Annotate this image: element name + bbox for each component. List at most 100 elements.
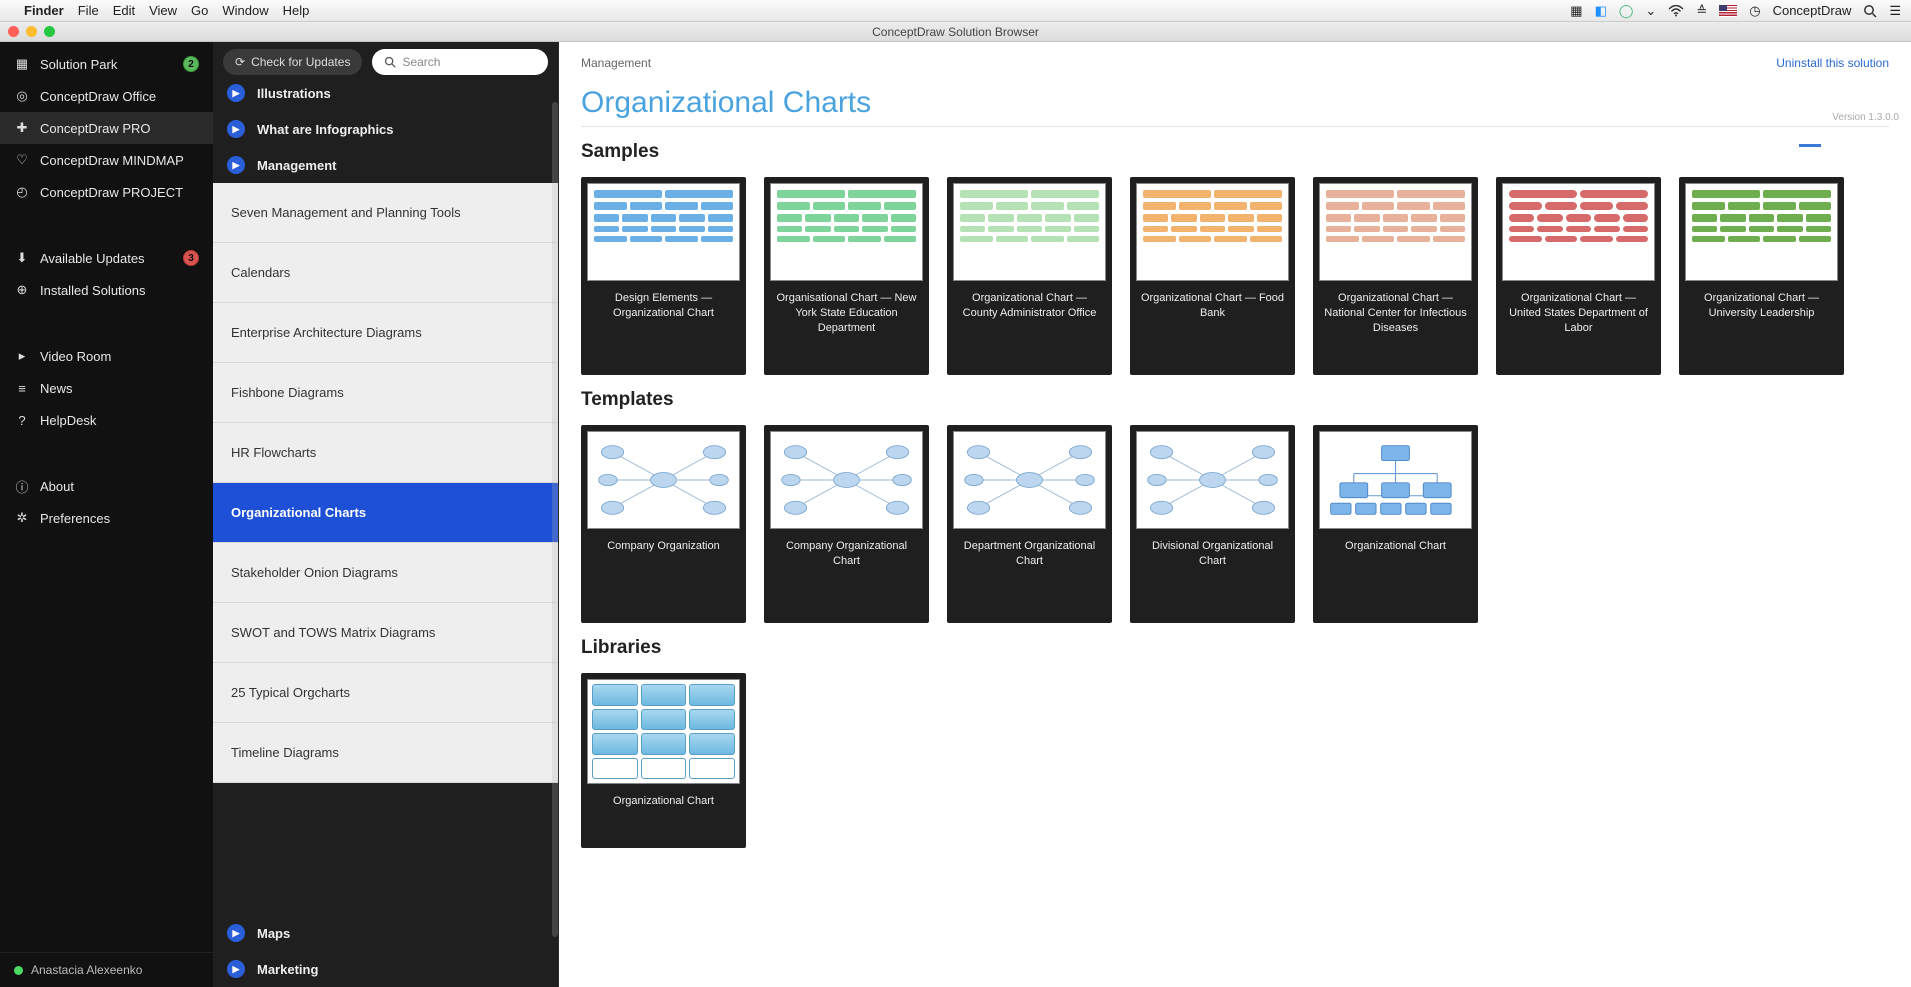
play-icon: ▶: [227, 120, 245, 138]
sample-card[interactable]: Organizational Chart — United States Dep…: [1496, 177, 1661, 375]
thumbnail: [1502, 183, 1655, 281]
category-item[interactable]: ▶Management: [213, 147, 558, 183]
category-item[interactable]: ▶Maps: [213, 915, 558, 951]
subnav-item[interactable]: Enterprise Architecture Diagrams: [213, 303, 558, 363]
play-icon: ▶: [227, 84, 245, 102]
sidebar-item[interactable]: ♡ConceptDraw MINDMAP: [0, 144, 213, 176]
sidebar-item[interactable]: ✚ConceptDraw PRO: [0, 112, 213, 144]
template-card[interactable]: Divisional Organizational Chart: [1130, 425, 1295, 623]
zoom-button[interactable]: [44, 26, 55, 37]
menubar-right-app[interactable]: ConceptDraw: [1773, 3, 1852, 18]
subnav-item[interactable]: 25 Typical Orgcharts: [213, 663, 558, 723]
play-icon: ▶: [227, 960, 245, 978]
card-label: Company Organization: [604, 539, 723, 583]
sidebar-item-label: ConceptDraw PROJECT: [40, 185, 183, 200]
thumbnail: [953, 431, 1106, 529]
menubar-item[interactable]: Edit: [113, 3, 135, 18]
sidebar-item[interactable]: ▦Solution Park2: [0, 48, 213, 80]
sample-card[interactable]: Organisational Chart — New York State Ed…: [764, 177, 929, 375]
sidebar-item-label: Video Room: [40, 349, 111, 364]
menu-extra-icon[interactable]: ≙: [1696, 3, 1707, 19]
play-icon: ▶: [227, 156, 245, 174]
menu-extra-icon[interactable]: ◯: [1619, 3, 1634, 19]
sidebar-item[interactable]: ⬇Available Updates3: [0, 242, 213, 274]
sidebar-item-label: ConceptDraw MINDMAP: [40, 153, 184, 168]
menubar-item[interactable]: Help: [283, 3, 310, 18]
close-button[interactable]: [8, 26, 19, 37]
category-item[interactable]: ▶ Illustrations: [213, 81, 558, 111]
sidebar-item[interactable]: ✲Preferences: [0, 502, 213, 534]
template-card[interactable]: Department Organizational Chart: [947, 425, 1112, 623]
clock-icon[interactable]: ◷: [1749, 3, 1760, 19]
uninstall-link[interactable]: Uninstall this solution: [1776, 56, 1889, 70]
sidebar-item[interactable]: ≡News: [0, 372, 213, 404]
sample-card[interactable]: Organizational Chart — National Center f…: [1313, 177, 1478, 375]
lines-icon: ≡: [14, 380, 30, 396]
card-label: Design Elements — Organizational Chart: [587, 291, 740, 335]
sidebar-item-label: Installed Solutions: [40, 283, 146, 298]
badge: 2: [183, 56, 199, 72]
sample-card[interactable]: Design Elements — Organizational Chart: [581, 177, 746, 375]
check-updates-button[interactable]: ⟳ Check for Updates: [223, 49, 362, 75]
subnav-item[interactable]: HR Flowcharts: [213, 423, 558, 483]
category-item[interactable]: ▶ Marketing: [213, 951, 558, 987]
menubar-item[interactable]: View: [149, 3, 177, 18]
section-heading-libraries: Libraries: [581, 637, 1889, 659]
menubar-item[interactable]: Window: [222, 3, 268, 18]
thumbnail: [587, 679, 740, 784]
question-icon: ?: [14, 412, 30, 428]
user-name: Anastacia Alexeenko: [31, 963, 142, 977]
search-input[interactable]: Search: [372, 49, 548, 75]
sidebar-item[interactable]: ⓘAbout: [0, 470, 213, 502]
subnav-item[interactable]: Stakeholder Onion Diagrams: [213, 543, 558, 603]
sidebar-item-label: ConceptDraw Office: [40, 89, 156, 104]
template-card[interactable]: Company Organizational Chart: [764, 425, 929, 623]
sample-card[interactable]: Organizational Chart — County Administra…: [947, 177, 1112, 375]
menu-extra-icon[interactable]: ⌄: [1645, 3, 1656, 19]
sidebar-item[interactable]: ◎ConceptDraw Office: [0, 80, 213, 112]
user-status[interactable]: Anastacia Alexeenko: [0, 952, 213, 987]
menubar-app[interactable]: Finder: [24, 3, 64, 18]
card-label: Organizational Chart: [1342, 539, 1449, 583]
section-heading-samples: Samples: [581, 141, 1889, 163]
menubar-item[interactable]: Go: [191, 3, 208, 18]
flag-icon[interactable]: [1719, 5, 1737, 17]
check-updates-label: Check for Updates: [251, 55, 350, 69]
thumbnail: [770, 183, 923, 281]
thumbnail: [1136, 183, 1289, 281]
sidebar-item[interactable]: ⊕Installed Solutions: [0, 274, 213, 306]
template-card[interactable]: Company Organization: [581, 425, 746, 623]
thumbnail: [1319, 431, 1472, 529]
card-label: Organizational Chart: [610, 794, 717, 814]
thumbnail: [1136, 431, 1289, 529]
library-card[interactable]: Organizational Chart: [581, 673, 746, 848]
wifi-icon[interactable]: [1668, 5, 1684, 17]
subnav-item[interactable]: Organizational Charts: [213, 483, 558, 543]
menu-extra-icon[interactable]: ◧: [1595, 3, 1607, 19]
menubar-item[interactable]: File: [78, 3, 99, 18]
plus-square-icon: ✚: [14, 120, 30, 136]
menu-extra-icon[interactable]: ▦: [1570, 3, 1582, 19]
card-label: Organizational Chart — United States Dep…: [1502, 291, 1655, 336]
minimize-button[interactable]: [26, 26, 37, 37]
category-label: Marketing: [257, 962, 318, 977]
menu-extra-icon[interactable]: ☰: [1889, 3, 1901, 19]
template-card[interactable]: Organizational Chart: [1313, 425, 1478, 623]
subnav-item[interactable]: SWOT and TOWS Matrix Diagrams: [213, 603, 558, 663]
grid-icon: ▦: [14, 56, 30, 72]
sidebar-item[interactable]: ◴ConceptDraw PROJECT: [0, 176, 213, 208]
sidebar-item[interactable]: ▸Video Room: [0, 340, 213, 372]
sample-card[interactable]: Organizational Chart — Food Bank: [1130, 177, 1295, 375]
subnav-item[interactable]: Seven Management and Planning Tools: [213, 183, 558, 243]
sample-card[interactable]: Organizational Chart — University Leader…: [1679, 177, 1844, 375]
sidebar-item[interactable]: ?HelpDesk: [0, 404, 213, 436]
subnav-item[interactable]: Calendars: [213, 243, 558, 303]
category-item[interactable]: ▶What are Infographics: [213, 111, 558, 147]
category-label: Illustrations: [257, 86, 331, 101]
breadcrumb[interactable]: Management: [581, 56, 651, 70]
subnav-item[interactable]: Fishbone Diagrams: [213, 363, 558, 423]
spotlight-icon[interactable]: [1863, 4, 1877, 18]
subnav-item[interactable]: Timeline Diagrams: [213, 723, 558, 783]
category-panel: ⟳ Check for Updates Search ▶ Illustration…: [213, 42, 559, 987]
middle-toolbar: ⟳ Check for Updates Search: [213, 42, 558, 81]
